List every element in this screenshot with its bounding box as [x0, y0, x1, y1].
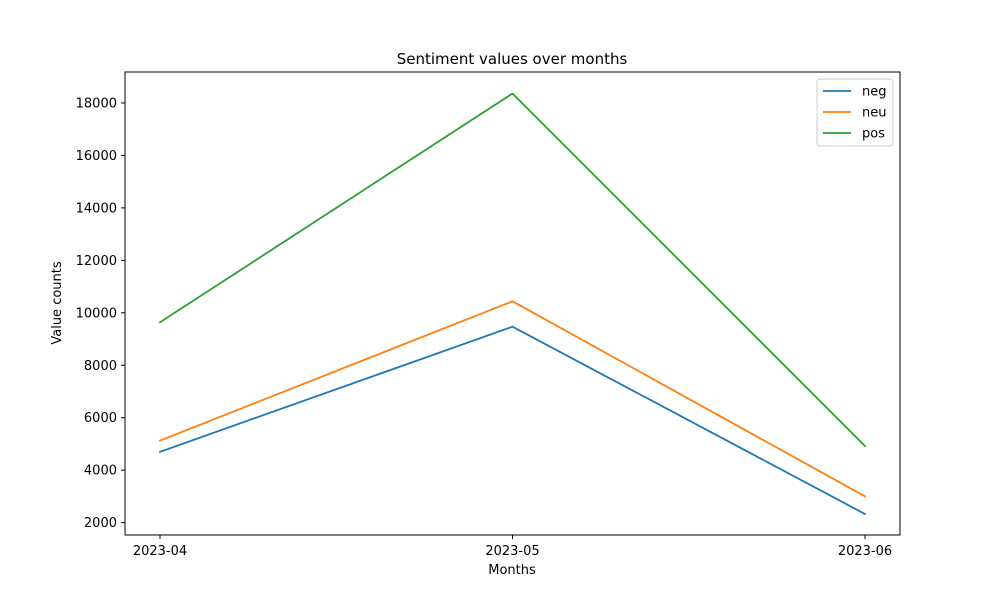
- legend-label-neu: neu: [862, 106, 886, 121]
- y-tick-label: 18000: [76, 96, 117, 111]
- y-axis-title: Value counts: [50, 261, 65, 345]
- axis-ticks: 2000 4000 6000 8000 10000 12000 14000 16000 1800…: [76, 96, 893, 559]
- y-tick-label: 14000: [76, 201, 117, 216]
- plot-frame: [124, 71, 901, 536]
- x-tick-label: 2023-04: [133, 544, 187, 559]
- y-tick-label: 12000: [76, 254, 117, 269]
- series-line-neu: [158, 300, 867, 498]
- y-tick-label: 16000: [76, 149, 117, 164]
- x-tick-label: 2023-05: [485, 544, 539, 559]
- y-tick-label: 2000: [84, 516, 117, 531]
- series-line-neg: [158, 325, 867, 516]
- series-lines: [158, 92, 867, 516]
- legend-label-pos: pos: [862, 127, 885, 142]
- legend-label-neg: neg: [862, 85, 887, 100]
- y-tick-label: 8000: [84, 359, 117, 374]
- y-tick-label: 10000: [76, 306, 117, 321]
- chart-title: Sentiment values over months: [397, 50, 628, 68]
- y-tick-label: 4000: [84, 464, 117, 479]
- series-line-pos: [158, 92, 867, 448]
- y-tick-label: 6000: [84, 411, 117, 426]
- x-axis-title: Months: [488, 563, 536, 578]
- legend: neg neu pos: [816, 78, 894, 147]
- x-tick-label: 2023-06: [838, 544, 892, 559]
- legend-box: [816, 78, 894, 147]
